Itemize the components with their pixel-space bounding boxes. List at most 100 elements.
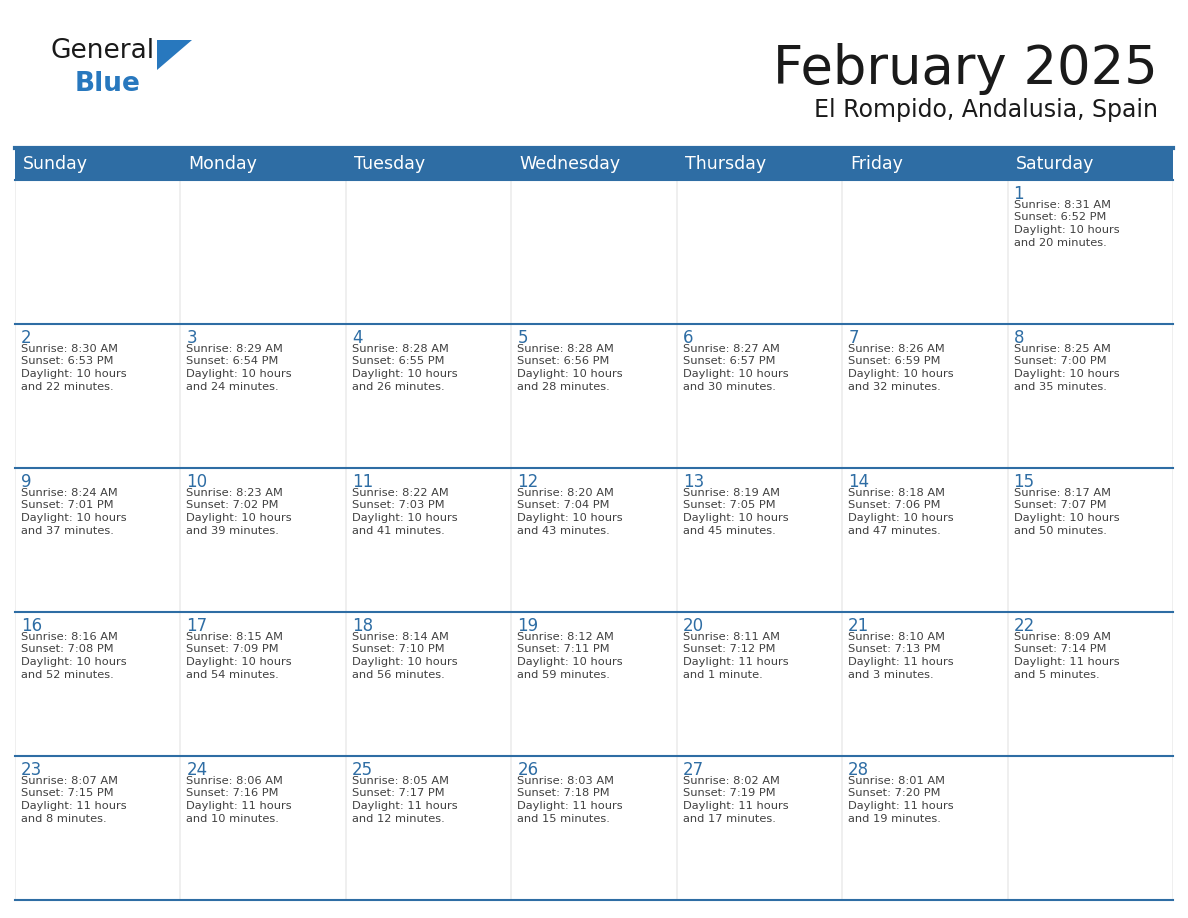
Text: Sunrise: 8:01 AM: Sunrise: 8:01 AM [848,776,946,786]
Text: Sunset: 7:06 PM: Sunset: 7:06 PM [848,500,941,510]
Text: Sunset: 7:02 PM: Sunset: 7:02 PM [187,500,279,510]
Text: and 12 minutes.: and 12 minutes. [352,813,444,823]
Bar [15,148,1173,180]
Text: Daylight: 11 hours: Daylight: 11 hours [683,801,789,811]
Bar [512,325,676,467]
Text: 9: 9 [21,473,32,491]
Text: and 20 minutes.: and 20 minutes. [1013,238,1106,248]
Text: Sunset: 7:01 PM: Sunset: 7:01 PM [21,500,114,510]
Text: 16: 16 [21,617,42,635]
Text: 21: 21 [848,617,870,635]
Text: Sunrise: 8:26 AM: Sunrise: 8:26 AM [848,344,944,354]
Text: Daylight: 11 hours: Daylight: 11 hours [683,657,789,667]
Text: and 50 minutes.: and 50 minutes. [1013,525,1106,535]
Text: Sunrise: 8:11 AM: Sunrise: 8:11 AM [683,632,779,642]
Text: Sunrise: 8:06 AM: Sunrise: 8:06 AM [187,776,283,786]
Text: Saturday: Saturday [1016,155,1094,173]
Text: 27: 27 [683,761,703,779]
Bar [512,757,676,899]
Text: Sunrise: 8:14 AM: Sunrise: 8:14 AM [352,632,449,642]
Bar [843,325,1006,467]
Text: Sunrise: 8:20 AM: Sunrise: 8:20 AM [517,488,614,498]
Text: Daylight: 10 hours: Daylight: 10 hours [21,513,127,523]
Bar [512,613,676,755]
Text: Daylight: 10 hours: Daylight: 10 hours [187,657,292,667]
Text: Thursday: Thursday [684,155,766,173]
Text: 1: 1 [1013,185,1024,203]
Text: Sunrise: 8:07 AM: Sunrise: 8:07 AM [21,776,118,786]
Text: and 15 minutes.: and 15 minutes. [517,813,611,823]
Text: 13: 13 [683,473,704,491]
Text: Sunrise: 8:09 AM: Sunrise: 8:09 AM [1013,632,1111,642]
Text: Sunset: 7:14 PM: Sunset: 7:14 PM [1013,644,1106,655]
Text: Sunset: 7:04 PM: Sunset: 7:04 PM [517,500,609,510]
Text: Daylight: 10 hours: Daylight: 10 hours [21,369,127,379]
Text: and 32 minutes.: and 32 minutes. [848,382,941,391]
Text: Daylight: 10 hours: Daylight: 10 hours [1013,513,1119,523]
Bar [347,325,511,467]
Text: Sunrise: 8:24 AM: Sunrise: 8:24 AM [21,488,118,498]
Text: Daylight: 10 hours: Daylight: 10 hours [683,369,789,379]
Text: Sunset: 6:54 PM: Sunset: 6:54 PM [187,356,279,366]
Text: El Rompido, Andalusia, Spain: El Rompido, Andalusia, Spain [814,98,1158,122]
Text: Daylight: 10 hours: Daylight: 10 hours [21,657,127,667]
Text: 18: 18 [352,617,373,635]
Text: Sunrise: 8:02 AM: Sunrise: 8:02 AM [683,776,779,786]
Text: Daylight: 10 hours: Daylight: 10 hours [352,513,457,523]
Bar [15,612,1173,756]
Text: 22: 22 [1013,617,1035,635]
Text: Sunset: 7:17 PM: Sunset: 7:17 PM [352,789,444,799]
Bar [15,756,1173,900]
Text: Sunset: 7:15 PM: Sunset: 7:15 PM [21,789,114,799]
Polygon shape [157,40,192,70]
Bar [1009,325,1173,467]
Text: Daylight: 10 hours: Daylight: 10 hours [848,513,954,523]
Text: Daylight: 10 hours: Daylight: 10 hours [352,657,457,667]
Text: Sunset: 6:52 PM: Sunset: 6:52 PM [1013,212,1106,222]
Bar [15,469,179,611]
Bar [347,613,511,755]
Text: 10: 10 [187,473,208,491]
Bar [1009,613,1173,755]
Text: Monday: Monday [189,155,258,173]
Bar [182,613,345,755]
Text: Sunrise: 8:28 AM: Sunrise: 8:28 AM [352,344,449,354]
Text: 19: 19 [517,617,538,635]
Text: Sunrise: 8:30 AM: Sunrise: 8:30 AM [21,344,118,354]
Text: Sunset: 7:19 PM: Sunset: 7:19 PM [683,789,776,799]
Text: Sunset: 7:12 PM: Sunset: 7:12 PM [683,644,776,655]
Text: February 2025: February 2025 [773,43,1158,95]
Bar [15,181,179,323]
Bar [182,325,345,467]
Text: 24: 24 [187,761,208,779]
Bar [843,469,1006,611]
Text: Sunrise: 8:23 AM: Sunrise: 8:23 AM [187,488,283,498]
Bar [15,325,179,467]
Bar [15,757,179,899]
Text: Sunset: 6:57 PM: Sunset: 6:57 PM [683,356,776,366]
Text: Daylight: 10 hours: Daylight: 10 hours [848,369,954,379]
Text: 7: 7 [848,329,859,347]
Text: Daylight: 10 hours: Daylight: 10 hours [517,369,623,379]
Bar [843,757,1006,899]
Text: Friday: Friday [851,155,903,173]
Text: Sunrise: 8:12 AM: Sunrise: 8:12 AM [517,632,614,642]
Text: and 8 minutes.: and 8 minutes. [21,813,107,823]
Text: and 35 minutes.: and 35 minutes. [1013,382,1106,391]
Bar [677,325,841,467]
Bar [182,757,345,899]
Text: and 28 minutes.: and 28 minutes. [517,382,609,391]
Text: Sunset: 7:13 PM: Sunset: 7:13 PM [848,644,941,655]
Text: 11: 11 [352,473,373,491]
Text: Daylight: 11 hours: Daylight: 11 hours [1013,657,1119,667]
Bar [15,468,1173,612]
Text: Daylight: 11 hours: Daylight: 11 hours [21,801,127,811]
Text: Sunday: Sunday [23,155,88,173]
Text: 6: 6 [683,329,694,347]
Text: and 24 minutes.: and 24 minutes. [187,382,279,391]
Bar [347,469,511,611]
Text: and 22 minutes.: and 22 minutes. [21,382,114,391]
Text: Tuesday: Tuesday [354,155,425,173]
Text: Sunrise: 8:10 AM: Sunrise: 8:10 AM [848,632,946,642]
Text: Daylight: 11 hours: Daylight: 11 hours [517,801,623,811]
